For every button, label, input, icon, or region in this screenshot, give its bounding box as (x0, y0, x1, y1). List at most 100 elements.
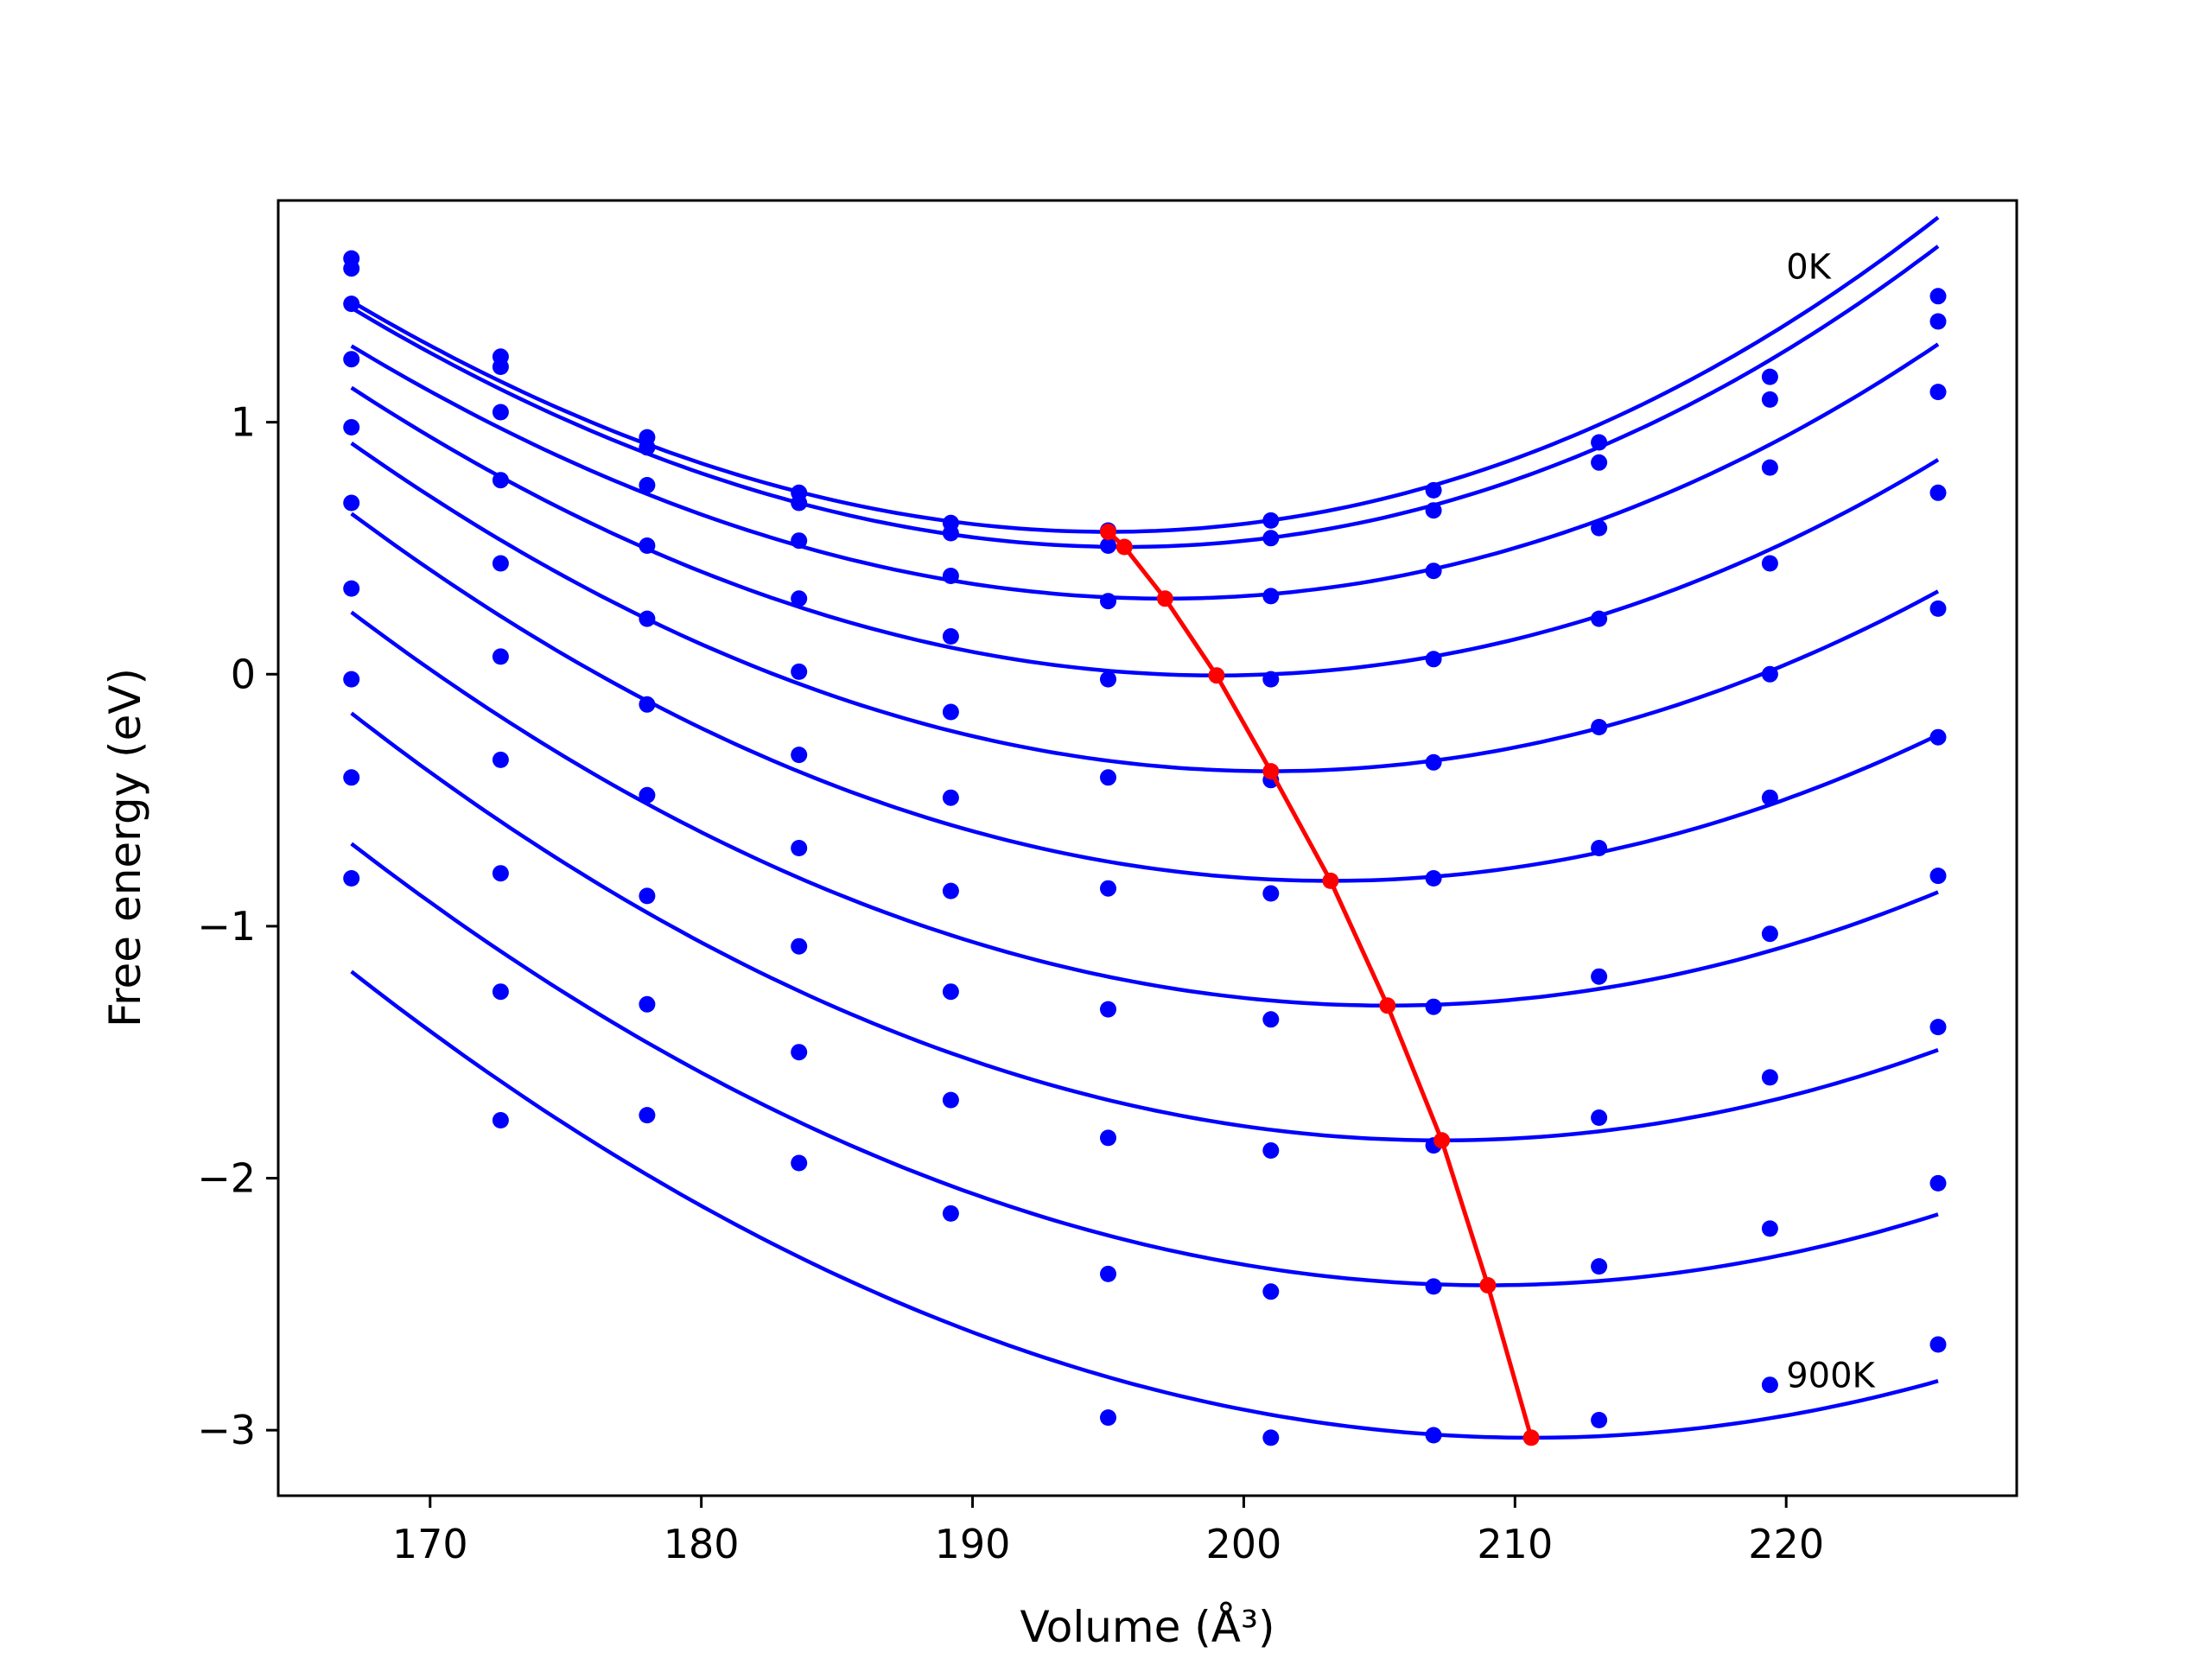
data-point-s6-9 (1591, 840, 1607, 856)
data-point-s7-6 (1100, 1001, 1116, 1018)
data-point-s9-10 (1762, 1220, 1778, 1236)
data-point-s8-4 (791, 938, 807, 955)
x-tick-label: 220 (1748, 1521, 1824, 1567)
data-point-s3-3 (639, 477, 655, 493)
data-point-s7-7 (1262, 1011, 1279, 1027)
data-point-s6-5 (943, 790, 959, 806)
data-point-s5-8 (1426, 754, 1442, 771)
data-point-s7-2 (493, 752, 509, 768)
data-point-s9-5 (943, 1092, 959, 1109)
x-tick-label: 180 (664, 1521, 740, 1567)
data-point-s10-3 (639, 1107, 655, 1123)
data-point-s2-7 (1262, 530, 1279, 546)
minimum-point-4 (1209, 667, 1225, 683)
data-point-s8-3 (639, 887, 655, 904)
data-point-s9-3 (639, 996, 655, 1013)
data-point-s4-10 (1762, 556, 1778, 572)
data-point-s3-7 (1262, 588, 1279, 604)
data-point-s2-3 (639, 439, 655, 455)
data-point-s2-4 (791, 495, 807, 512)
data-point-s2-9 (1591, 454, 1607, 471)
data-point-s7-5 (943, 883, 959, 899)
minimum-point-10 (1523, 1429, 1540, 1446)
data-point-s6-10 (1762, 790, 1778, 806)
data-point-s2-10 (1762, 391, 1778, 408)
x-tick-label: 190 (935, 1521, 1011, 1567)
y-tick-label: −2 (197, 1155, 256, 1202)
data-point-s6-6 (1100, 880, 1116, 897)
x-tick-label: 210 (1477, 1521, 1553, 1567)
data-point-s1-8 (1426, 482, 1442, 499)
data-point-s4-6 (1100, 671, 1116, 688)
data-point-s9-11 (1930, 1175, 1947, 1192)
data-point-s3-6 (1100, 593, 1116, 609)
data-point-s6-2 (493, 648, 509, 664)
data-point-s5-11 (1930, 601, 1947, 617)
data-point-s3-1 (343, 296, 359, 312)
data-point-s5-4 (791, 664, 807, 680)
data-point-s10-2 (493, 1112, 509, 1128)
data-point-s7-10 (1762, 925, 1778, 942)
data-point-s4-11 (1930, 485, 1947, 501)
data-point-s1-10 (1762, 369, 1778, 385)
data-point-s2-1 (343, 260, 359, 276)
data-point-s4-5 (943, 628, 959, 645)
data-point-s4-3 (639, 537, 655, 554)
data-point-s9-9 (1591, 1258, 1607, 1274)
data-point-s2-11 (1930, 314, 1947, 330)
data-point-s10-11 (1930, 1337, 1947, 1353)
data-point-s5-5 (943, 704, 959, 721)
data-point-s4-8 (1426, 651, 1442, 667)
data-point-s4-1 (343, 351, 359, 367)
data-point-s7-9 (1591, 969, 1607, 985)
data-point-s7-11 (1930, 868, 1947, 884)
data-point-s10-8 (1426, 1427, 1442, 1444)
data-point-s9-8 (1426, 1278, 1442, 1294)
y-tick-label: 0 (231, 651, 256, 697)
data-point-s9-7 (1262, 1283, 1279, 1300)
x-tick-label: 170 (392, 1521, 468, 1567)
minimum-point-9 (1479, 1277, 1496, 1294)
data-point-s4-9 (1591, 611, 1607, 627)
minimum-point-7 (1379, 997, 1395, 1014)
data-point-s8-7 (1262, 1142, 1279, 1159)
data-point-s10-1 (343, 870, 359, 887)
data-point-s5-1 (343, 419, 359, 435)
data-point-s1-11 (1930, 288, 1947, 304)
data-point-s6-1 (343, 495, 359, 512)
data-point-s3-8 (1426, 563, 1442, 579)
data-point-s5-9 (1591, 719, 1607, 735)
data-point-s4-2 (493, 472, 509, 488)
minimum-point-3 (1157, 590, 1173, 607)
data-point-s8-10 (1762, 1069, 1778, 1085)
data-point-s5-3 (639, 611, 655, 627)
data-point-s5-2 (493, 556, 509, 572)
data-point-s2-8 (1426, 502, 1442, 518)
minimum-point-8 (1433, 1132, 1450, 1148)
data-point-s4-7 (1262, 671, 1279, 688)
data-point-s6-3 (639, 696, 655, 713)
data-point-s4-4 (791, 590, 807, 607)
data-point-s7-8 (1426, 999, 1442, 1015)
data-point-s6-4 (791, 747, 807, 763)
y-tick-label: −1 (197, 903, 256, 950)
data-point-s9-4 (791, 1044, 807, 1060)
data-point-s3-11 (1930, 384, 1947, 400)
data-point-s1-7 (1262, 512, 1279, 529)
data-point-s10-7 (1262, 1429, 1279, 1446)
data-point-s7-1 (343, 581, 359, 597)
data-point-s7-3 (639, 787, 655, 804)
x-axis-label: Volume (Å³) (1020, 1602, 1274, 1652)
minimum-point-1 (1100, 524, 1116, 540)
data-point-s10-9 (1591, 1412, 1607, 1428)
data-point-s6-11 (1930, 729, 1947, 746)
data-point-s8-9 (1591, 1109, 1607, 1126)
minimum-point-5 (1262, 763, 1279, 779)
data-point-s7-4 (791, 840, 807, 856)
minimum-point-2 (1116, 539, 1133, 556)
data-point-s10-10 (1762, 1376, 1778, 1393)
data-point-s8-11 (1930, 1019, 1947, 1035)
data-point-s2-2 (493, 359, 509, 375)
data-point-s10-6 (1100, 1409, 1116, 1426)
x-tick-label: 200 (1206, 1521, 1282, 1567)
